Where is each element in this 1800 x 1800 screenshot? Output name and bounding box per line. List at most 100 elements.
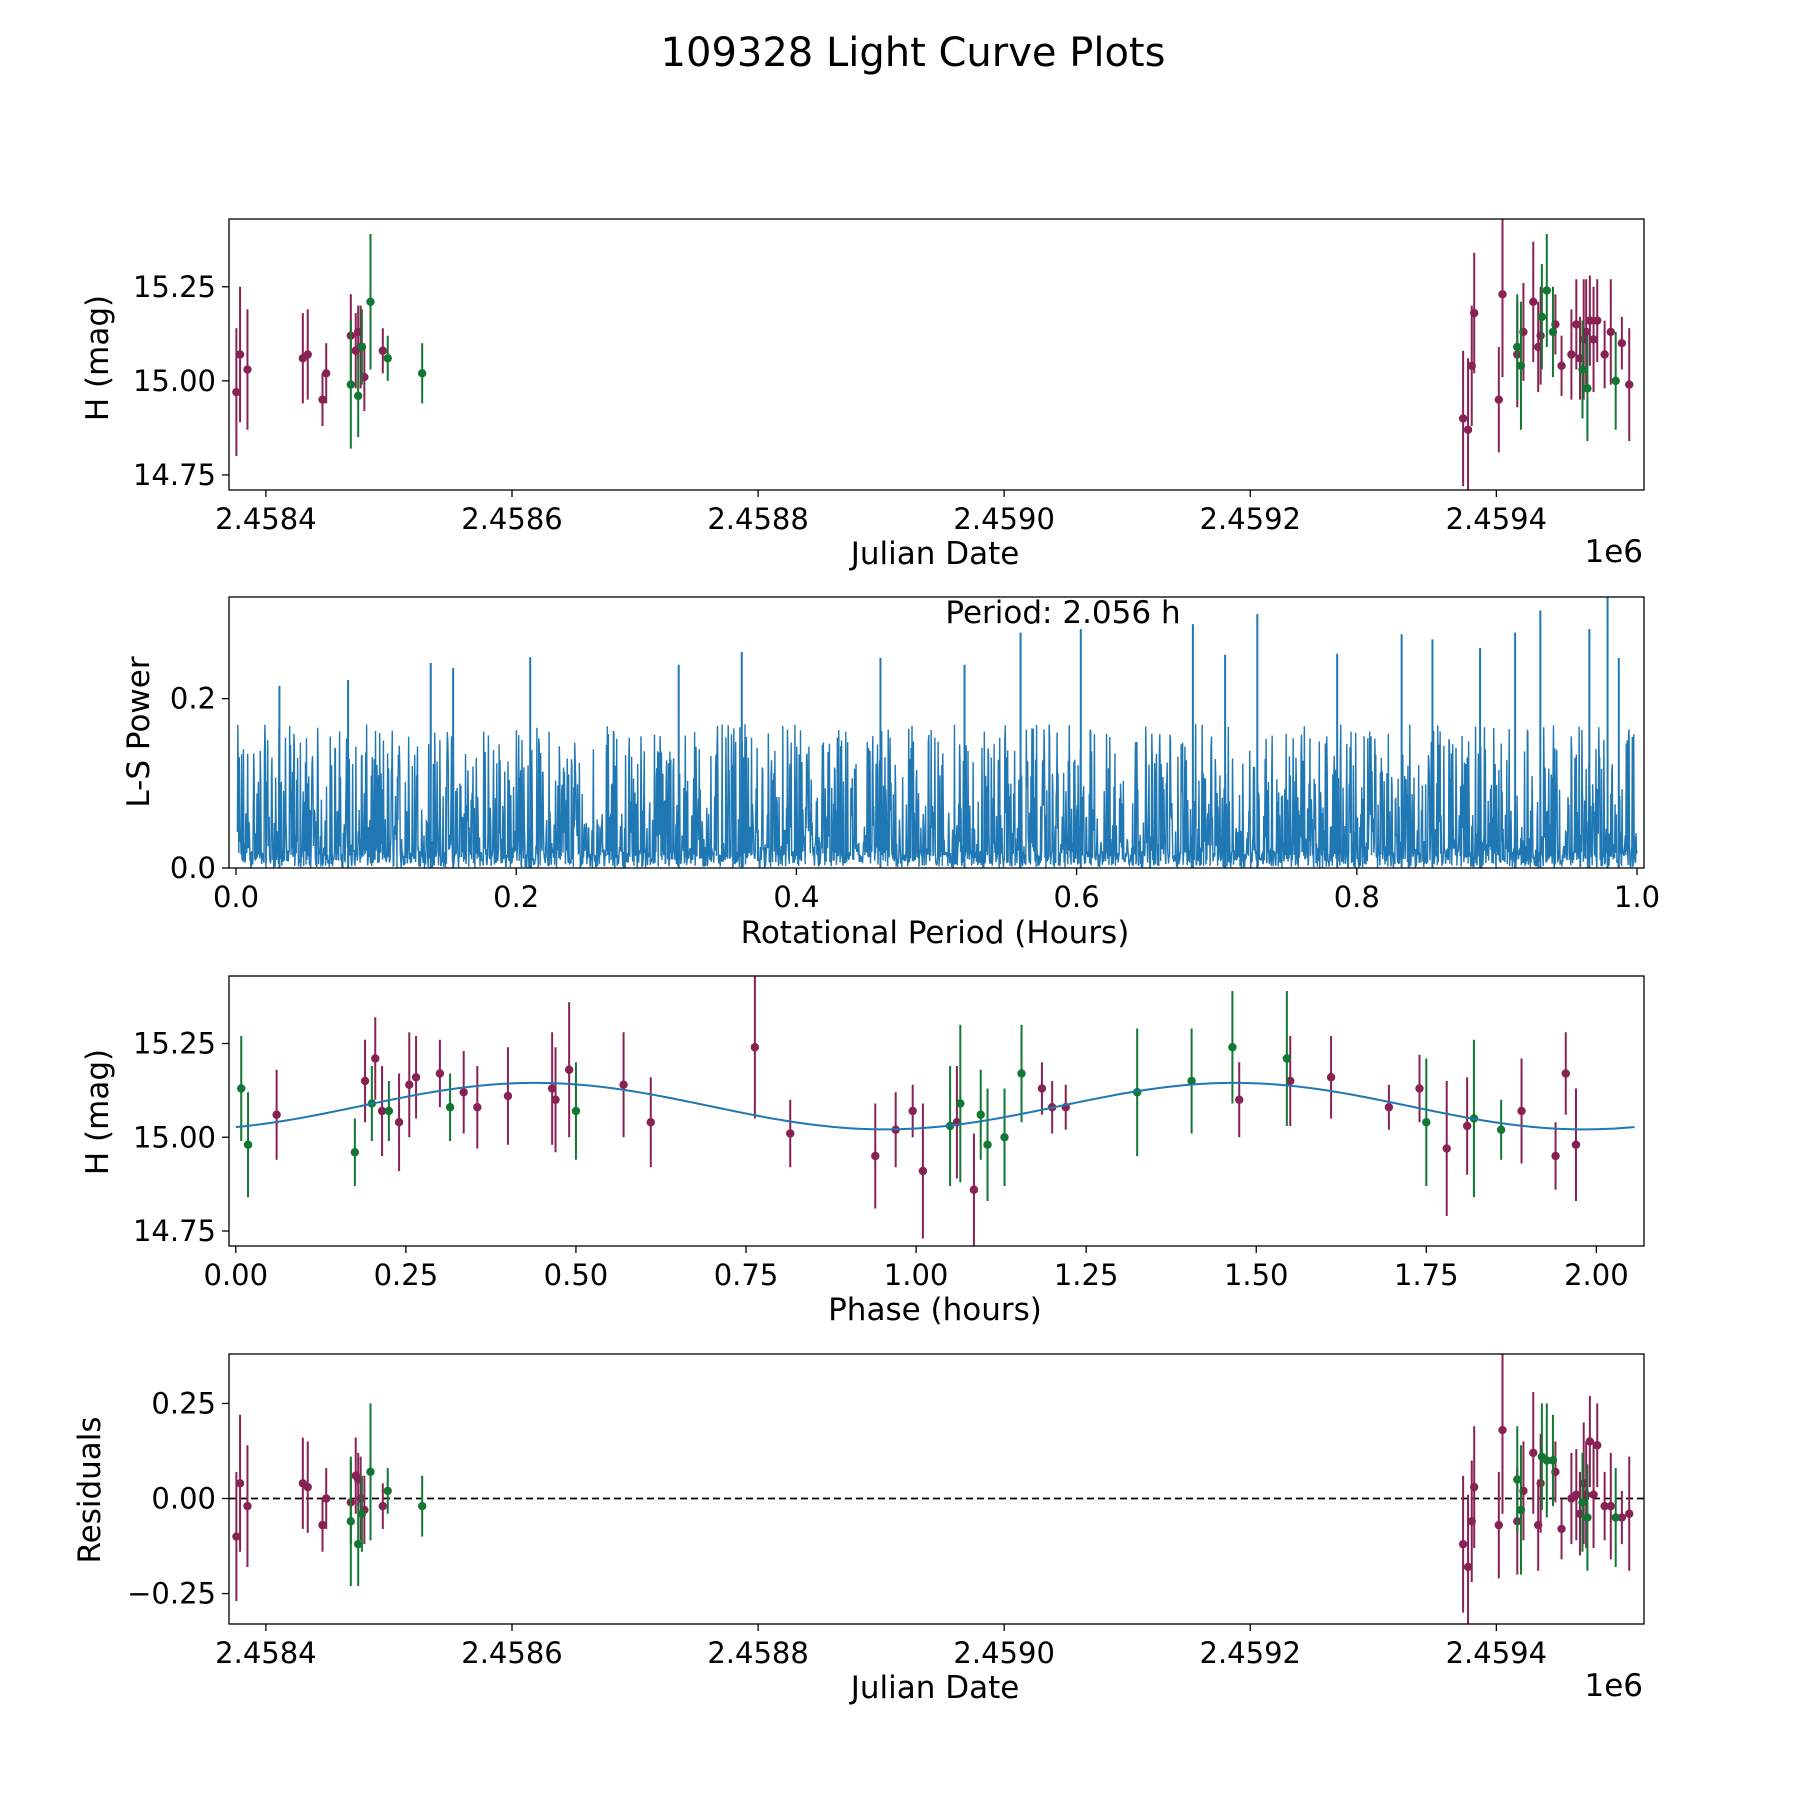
- lightcurve-frame: [229, 219, 1644, 490]
- phased-point-r: [919, 1167, 927, 1175]
- lightcurve-point-r: [1470, 309, 1478, 317]
- lightcurve-points: [232, 211, 1665, 501]
- residuals-point-g: [1517, 1506, 1525, 1514]
- phased-point-r: [371, 1054, 379, 1062]
- lightcurve-point-r: [1464, 426, 1472, 434]
- figure: 109328 Light Curve Plots H (mag) Julian …: [0, 0, 1800, 1800]
- phased-point-r: [504, 1092, 512, 1100]
- lightcurve-xtick-label: 2.4588: [707, 502, 808, 536]
- periodogram-xtick-label: 0.2: [493, 880, 539, 914]
- lightcurve-xtick-label: 2.4594: [1446, 502, 1547, 536]
- phased-point-r: [647, 1118, 655, 1126]
- residuals-point-r: [1593, 1441, 1601, 1449]
- residuals-point-r: [1589, 1491, 1597, 1499]
- lightcurve-point-g: [1549, 328, 1557, 336]
- lightcurve-point-r: [1593, 316, 1601, 324]
- residuals-point-r: [304, 1483, 312, 1491]
- phased-point-g: [446, 1103, 454, 1111]
- residuals-ylabel: Residuals: [72, 1416, 108, 1563]
- lightcurve-point-r: [1607, 328, 1615, 336]
- phased-xtick-label: 0.25: [374, 1258, 439, 1292]
- residuals-xtick-label: 2.4590: [953, 1636, 1054, 1670]
- lightcurve-point-g: [1543, 286, 1551, 294]
- periodogram-ytick-label: 0.0: [170, 851, 216, 885]
- phased-ylabel: H (mag): [80, 1049, 116, 1175]
- lightcurve-xtick-label: 2.4584: [215, 502, 316, 536]
- phased-point-r: [459, 1088, 467, 1096]
- phased-point-r: [473, 1103, 481, 1111]
- phased-point-r: [1327, 1073, 1335, 1081]
- phased-ytick-label: 15.00: [133, 1120, 216, 1154]
- residuals-point-g: [384, 1487, 392, 1495]
- phased-point-g: [983, 1141, 991, 1149]
- periodogram-xtick-label: 0.8: [1334, 880, 1380, 914]
- phased-point-r: [436, 1069, 444, 1077]
- phased-point-g: [956, 1099, 964, 1107]
- periodogram-xtick-label: 0.6: [1054, 880, 1100, 914]
- phased-point-g: [244, 1141, 252, 1149]
- residuals-point-r: [1607, 1502, 1615, 1510]
- lightcurve-point-r: [1625, 380, 1633, 388]
- lightcurve-point-g: [1612, 377, 1620, 385]
- lightcurve-ylabel: H (mag): [80, 295, 116, 421]
- phased-point-g: [385, 1107, 393, 1115]
- lightcurve-xlabel: Julian Date: [849, 536, 1020, 572]
- phased-point-r: [751, 1043, 759, 1051]
- phased-point-r: [405, 1081, 413, 1089]
- residuals-point-g: [347, 1517, 355, 1525]
- phased-point-g: [1422, 1118, 1430, 1126]
- lightcurve-point-g: [1517, 362, 1525, 370]
- lightcurve-point-r: [1529, 298, 1537, 306]
- residuals-point-g: [366, 1468, 374, 1476]
- phased-point-g: [977, 1111, 985, 1119]
- phased-xtick-label: 1.50: [1224, 1258, 1289, 1292]
- phased-point-g: [237, 1084, 245, 1092]
- lightcurve-point-g: [366, 298, 374, 306]
- phased-point-r: [970, 1186, 978, 1194]
- residuals-point-r: [1657, 1491, 1665, 1499]
- lightcurve-ytick-label: 15.25: [133, 270, 216, 304]
- lightcurve-point-r: [243, 365, 251, 373]
- phased-point-r: [1415, 1084, 1423, 1092]
- residuals-xtick-label: 2.4588: [707, 1636, 808, 1670]
- phased-points: [236, 976, 1635, 1246]
- phased-point-r: [272, 1111, 280, 1119]
- residuals-point-r: [322, 1494, 330, 1502]
- phased-point-r: [565, 1066, 573, 1074]
- lightcurve-point-g: [418, 369, 426, 377]
- lightcurve-point-g: [384, 354, 392, 362]
- phased-point-r: [1443, 1144, 1451, 1152]
- phased-point-r: [908, 1107, 916, 1115]
- lightcurve-xtick-label: 2.4586: [461, 502, 562, 536]
- periodogram-plot: [237, 597, 1637, 868]
- phased-point-r: [1562, 1069, 1570, 1077]
- lightcurve-point-g: [1538, 313, 1546, 321]
- phased-point-g: [1228, 1043, 1236, 1051]
- lightcurve-point-r: [1557, 362, 1565, 370]
- residuals-ytick-label: −0.25: [127, 1577, 216, 1611]
- lightcurve-xtick-label: 2.4592: [1200, 502, 1301, 536]
- residuals-point-r: [379, 1502, 387, 1510]
- residuals-point-r: [1470, 1483, 1478, 1491]
- periodogram-xtick-label: 0.4: [773, 880, 819, 914]
- phased-ytick-label: 15.25: [133, 1027, 216, 1061]
- residuals-point-r: [243, 1502, 251, 1510]
- periodogram-ylabel: L-S Power: [121, 656, 157, 807]
- residuals-xtick-label: 2.4592: [1200, 1636, 1301, 1670]
- phased-xtick-label: 0.50: [544, 1258, 609, 1292]
- residuals-point-r: [1557, 1525, 1565, 1533]
- lightcurve-point-r: [1498, 290, 1506, 298]
- phased-xtick-label: 0.00: [204, 1258, 269, 1292]
- periodogram-title: Period: 2.056 h: [945, 595, 1180, 631]
- lightcurve-point-r: [236, 350, 244, 358]
- residuals-point-r: [1529, 1449, 1537, 1457]
- lightcurve-point-r: [379, 347, 387, 355]
- phased-xtick-label: 1.25: [1054, 1258, 1119, 1292]
- figure-title: 109328 Light Curve Plots: [661, 30, 1166, 76]
- residuals-point-g: [1549, 1456, 1557, 1464]
- phased-point-r: [361, 1077, 369, 1085]
- periodogram-xlabel: Rotational Period (Hours): [741, 915, 1130, 951]
- phased-point-r: [1038, 1084, 1046, 1092]
- residuals-ytick-label: 0.25: [151, 1386, 216, 1420]
- residuals-point-g: [358, 1510, 366, 1518]
